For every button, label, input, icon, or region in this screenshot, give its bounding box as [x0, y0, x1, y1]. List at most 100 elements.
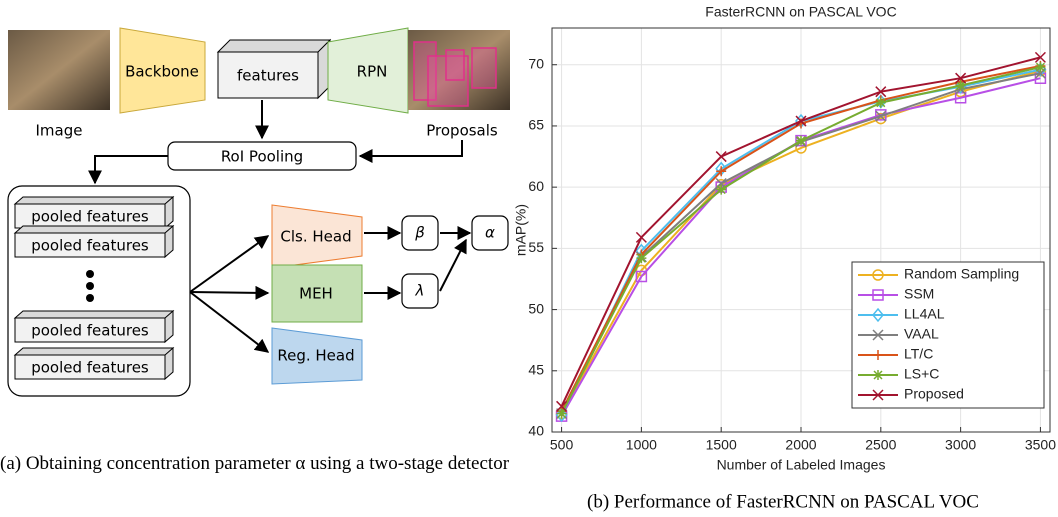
pooled-group: pooled features pooled features pooled fea… — [13, 195, 175, 381]
point — [716, 166, 727, 177]
arrow — [358, 140, 463, 163]
pooled-label: pooled features — [31, 237, 149, 255]
legend-marker — [872, 289, 884, 301]
alpha-box — [471, 215, 509, 251]
y-axis-label: mAP(%) — [513, 204, 529, 256]
legend-marker — [872, 269, 884, 281]
x-tick-label: 1000 — [626, 437, 657, 453]
pooled-label: pooled features — [31, 208, 149, 226]
pooled-label: pooled features — [31, 359, 149, 377]
pooled-label: pooled features — [31, 322, 149, 340]
caption-a: (a) Obtaining concentration parameter α … — [0, 453, 510, 474]
point — [875, 97, 886, 108]
beta: β — [414, 224, 425, 242]
caption-b: (b) Performance of FasterRCNN on PASCAL … — [587, 491, 979, 512]
beta-box — [401, 215, 439, 251]
alpha: α — [485, 224, 495, 242]
arrow — [439, 238, 467, 292]
proposals-label: Proposals — [426, 122, 498, 140]
y-tick-label: 50 — [528, 300, 544, 316]
x-tick-label: 2500 — [865, 437, 896, 453]
backbone: Backbone — [125, 63, 199, 81]
image-photo — [8, 30, 110, 110]
legend-label: LS+C — [904, 366, 939, 382]
meh-shape — [271, 264, 363, 323]
proposals-photo — [408, 30, 510, 110]
point — [875, 86, 887, 98]
roi-pooling: RoI Pooling — [221, 148, 303, 166]
legend-label: Random Sampling — [904, 266, 1019, 282]
x-tick-label: 2000 — [785, 437, 816, 453]
pooled-box — [14, 317, 166, 343]
legend-label: LT/C — [904, 346, 933, 362]
point — [555, 407, 568, 423]
legend-marker — [872, 307, 884, 323]
y-tick-label: 70 — [528, 55, 544, 71]
legend-label: LL4AL — [904, 306, 945, 322]
legend-marker — [873, 370, 883, 380]
reg-head: Reg. Head — [277, 347, 354, 365]
image-label: Image — [36, 122, 83, 140]
point — [635, 270, 648, 283]
point — [716, 184, 727, 195]
point — [1034, 51, 1046, 63]
y-tick-label: 45 — [528, 361, 544, 377]
dot — [86, 270, 94, 278]
point — [954, 92, 967, 104]
point — [715, 151, 727, 163]
legend-marker — [872, 329, 884, 341]
point — [955, 72, 967, 84]
reg-head-shape — [271, 327, 363, 385]
proposal-boxes — [413, 41, 497, 107]
legend-marker — [873, 350, 883, 360]
x-tick-label: 3000 — [945, 437, 976, 453]
rpn-shape — [327, 27, 409, 114]
point — [795, 115, 807, 127]
x-tick-label: 1500 — [706, 437, 737, 453]
x-tick-label: 3500 — [1025, 437, 1056, 453]
point — [875, 110, 887, 122]
point — [875, 109, 887, 121]
meh: MEH — [299, 285, 333, 303]
point — [635, 231, 647, 243]
pooled-box — [14, 354, 166, 380]
point — [955, 80, 966, 91]
backbone-shape — [119, 27, 206, 114]
legend-label: Proposed — [904, 386, 964, 402]
legend-marker — [872, 389, 884, 401]
cls-head: Cls. Head — [280, 228, 351, 246]
cls-head-shape — [271, 204, 363, 269]
caption-a-wrap: (a) Obtaining concentration parameter α … — [0, 453, 510, 474]
arrow — [189, 235, 270, 293]
plot-frame — [551, 27, 1051, 433]
features: features — [237, 67, 299, 85]
y-tick-label: 65 — [528, 117, 544, 133]
features-box — [217, 51, 319, 99]
point — [795, 134, 807, 147]
point — [556, 400, 568, 412]
x-axis-label: Number of Labeled Images — [717, 457, 886, 473]
chart-title: FasterRCNN on PASCAL VOC — [705, 4, 896, 20]
chart: 40 45 50 55 60 65 70 500 1000 1500 2000 2500 3000 350… — [513, 4, 1057, 513]
point — [636, 253, 647, 264]
pooled-box — [14, 232, 166, 258]
rpn: RPN — [357, 63, 388, 81]
x-tick-label: 500 — [550, 437, 574, 453]
diagram: Image Backbone features RPN Proposals Ro… — [7, 27, 510, 397]
point — [1035, 62, 1046, 73]
y-tick-label: 55 — [528, 239, 544, 255]
lambda-box — [401, 273, 439, 309]
y-tick-label: 40 — [528, 423, 544, 439]
y-tick-label: 60 — [528, 178, 544, 194]
dot — [86, 282, 94, 290]
lambda: λ — [415, 282, 425, 300]
legend-label: SSM — [904, 286, 934, 302]
legend-label: VAAL — [904, 326, 939, 342]
dot — [86, 294, 94, 302]
arrow — [189, 285, 270, 300]
point — [796, 135, 806, 146]
arrow — [189, 291, 270, 353]
point — [556, 408, 567, 419]
arrow — [88, 155, 168, 185]
